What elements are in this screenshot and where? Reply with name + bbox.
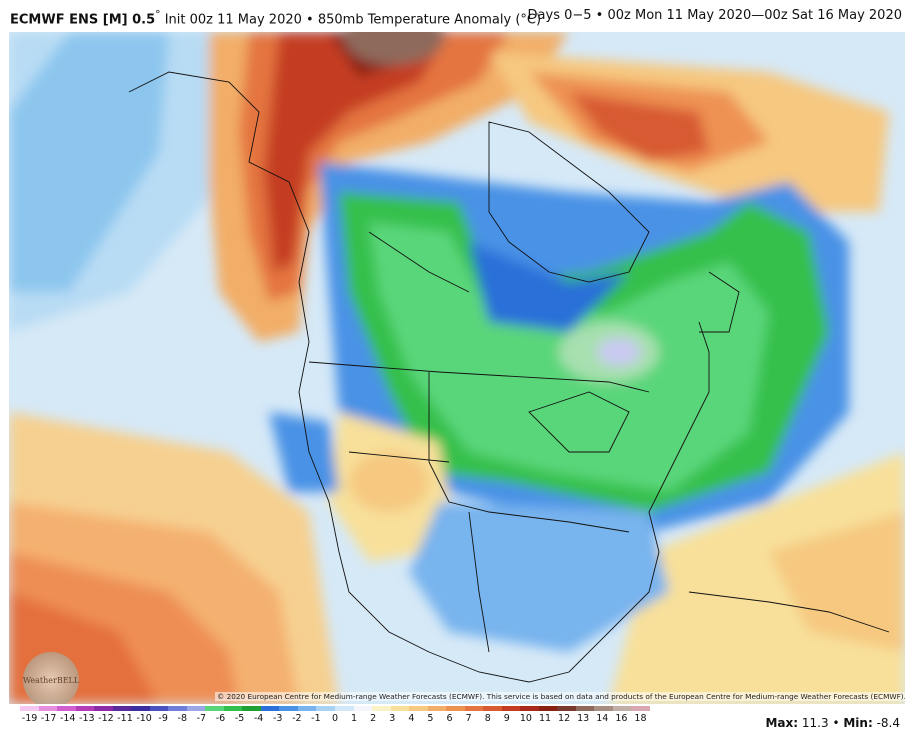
max-value: 11.3 xyxy=(801,716,829,730)
colorbar-swatch xyxy=(446,706,466,711)
colorbar-tick-label: 0 xyxy=(331,713,339,724)
weatherbell-logo: WeatherBELL xyxy=(23,652,79,704)
colorbar-tick-label: -10 xyxy=(136,713,152,724)
colorbar-tick-label: -14 xyxy=(59,713,76,724)
colorbar-tick-label: 9 xyxy=(503,713,510,724)
colorbar-tick-label: 12 xyxy=(558,713,571,724)
colorbar-tick-label: -9 xyxy=(158,713,168,724)
colorbar-tick-label: -3 xyxy=(272,713,283,724)
max-label: Max: xyxy=(765,716,799,730)
colorbar-swatch xyxy=(316,706,336,711)
colorbar-tick-label: -17 xyxy=(40,713,57,724)
logo-text: WeatherBELL xyxy=(22,675,80,685)
colorbar-swatch xyxy=(75,706,95,711)
colorbar-swatch xyxy=(594,706,614,711)
map-title: ECMWF ENS [M] 0.5° Init 00z 11 May 2020 … xyxy=(10,8,541,27)
variable-name: 850mb Temperature Anomaly (°C) xyxy=(317,12,542,28)
min-label: Min: xyxy=(843,716,873,730)
colorbar-tick-label: 18 xyxy=(634,713,647,724)
colorbar-swatch xyxy=(94,706,114,711)
colorbar-swatch xyxy=(205,706,225,711)
colorbar-swatch xyxy=(186,706,206,711)
max-min-stats: Max: 11.3 • Min: -8.4 xyxy=(765,716,900,730)
colorbar-tick-label: 14 xyxy=(596,713,609,724)
degree-mark: ° xyxy=(155,8,161,21)
colorbar-tick-label: -19 xyxy=(21,713,38,724)
colorbar-swatch xyxy=(372,706,392,711)
colorbar-tick-label: 8 xyxy=(484,713,491,724)
colorbar-tick-label: -11 xyxy=(117,713,133,724)
colorbar-swatch xyxy=(390,706,410,711)
colorbar-tick-label: 5 xyxy=(427,713,434,724)
colorbar-tick-label: 3 xyxy=(389,713,396,724)
colorbar-swatch xyxy=(575,706,595,711)
colorbar-swatch xyxy=(242,706,262,711)
colorbar-tick-label: 6 xyxy=(446,713,453,724)
colorbar-tick-label: -4 xyxy=(253,713,264,724)
colorbar-swatch xyxy=(335,706,355,711)
colorbar-tick-label: -13 xyxy=(79,713,95,724)
map-header: ECMWF ENS [M] 0.5° Init 00z 11 May 2020 … xyxy=(0,0,914,32)
bullet: • xyxy=(306,12,314,28)
anomaly-map: WeatherBELL © 2020 European Centre for M… xyxy=(9,32,905,704)
colorbar-tick-label: -6 xyxy=(215,713,226,724)
colorbar-swatch xyxy=(38,706,58,711)
colorbar-swatch xyxy=(260,706,280,711)
colorbar-tick-label: 16 xyxy=(615,713,628,724)
colorbar-tick-label: -5 xyxy=(234,713,245,724)
anomaly-map-graphic xyxy=(9,32,905,704)
colorbar-swatch xyxy=(557,706,577,711)
colorbar-swatch xyxy=(612,706,632,711)
valid-period: Days 0−5 • 00z Mon 11 May 2020—00z Sat 1… xyxy=(527,8,902,23)
colorbar-swatch xyxy=(409,706,429,711)
colorbar-swatch xyxy=(20,706,40,711)
colorbar-swatch xyxy=(353,706,373,711)
colorbar-swatch xyxy=(168,706,188,711)
colorbar-swatch xyxy=(112,706,132,711)
colorbar-swatch xyxy=(483,706,503,711)
colorbar-tick-label: 7 xyxy=(465,713,472,724)
colorbar-tick-label: 11 xyxy=(538,713,552,724)
colorbar-swatch xyxy=(631,706,651,711)
colorbar-swatch xyxy=(464,706,484,711)
init-time: Init 00z 11 May 2020 xyxy=(164,12,302,28)
colorbar-tick-label: -8 xyxy=(177,713,187,724)
colorbar-swatch xyxy=(538,706,558,711)
colorbar-tick-label: 1 xyxy=(351,713,358,724)
colorbar-swatch xyxy=(57,706,77,711)
copyright-notice: © 2020 European Centre for Medium-range … xyxy=(215,692,905,701)
colorbar-tick-label: -1 xyxy=(311,713,321,724)
colorbar-swatch xyxy=(131,706,151,711)
colorbar-tick-label: 4 xyxy=(408,713,415,724)
min-value: -8.4 xyxy=(876,716,900,730)
colorbar-tick-label: 13 xyxy=(577,713,590,724)
model-name: ECMWF ENS [M] 0.5 xyxy=(10,12,156,28)
colorbar-tick-label: -7 xyxy=(196,713,207,724)
colorbar-swatch xyxy=(501,706,521,711)
colorbar-swatch xyxy=(149,706,169,711)
colorbar-swatch xyxy=(297,706,317,711)
colorbar-swatch xyxy=(279,706,299,711)
colorbar-swatch xyxy=(520,706,540,711)
colorbar-tick-label: 2 xyxy=(370,713,377,724)
colorbar-tick-label: 10 xyxy=(519,713,532,724)
stats-separator: • xyxy=(832,716,840,730)
colorbar-tick-label: -12 xyxy=(98,713,114,724)
colorbar-swatch xyxy=(223,706,243,711)
colorbar-swatch xyxy=(427,706,447,711)
colorbar-tick-label: -2 xyxy=(292,713,302,724)
